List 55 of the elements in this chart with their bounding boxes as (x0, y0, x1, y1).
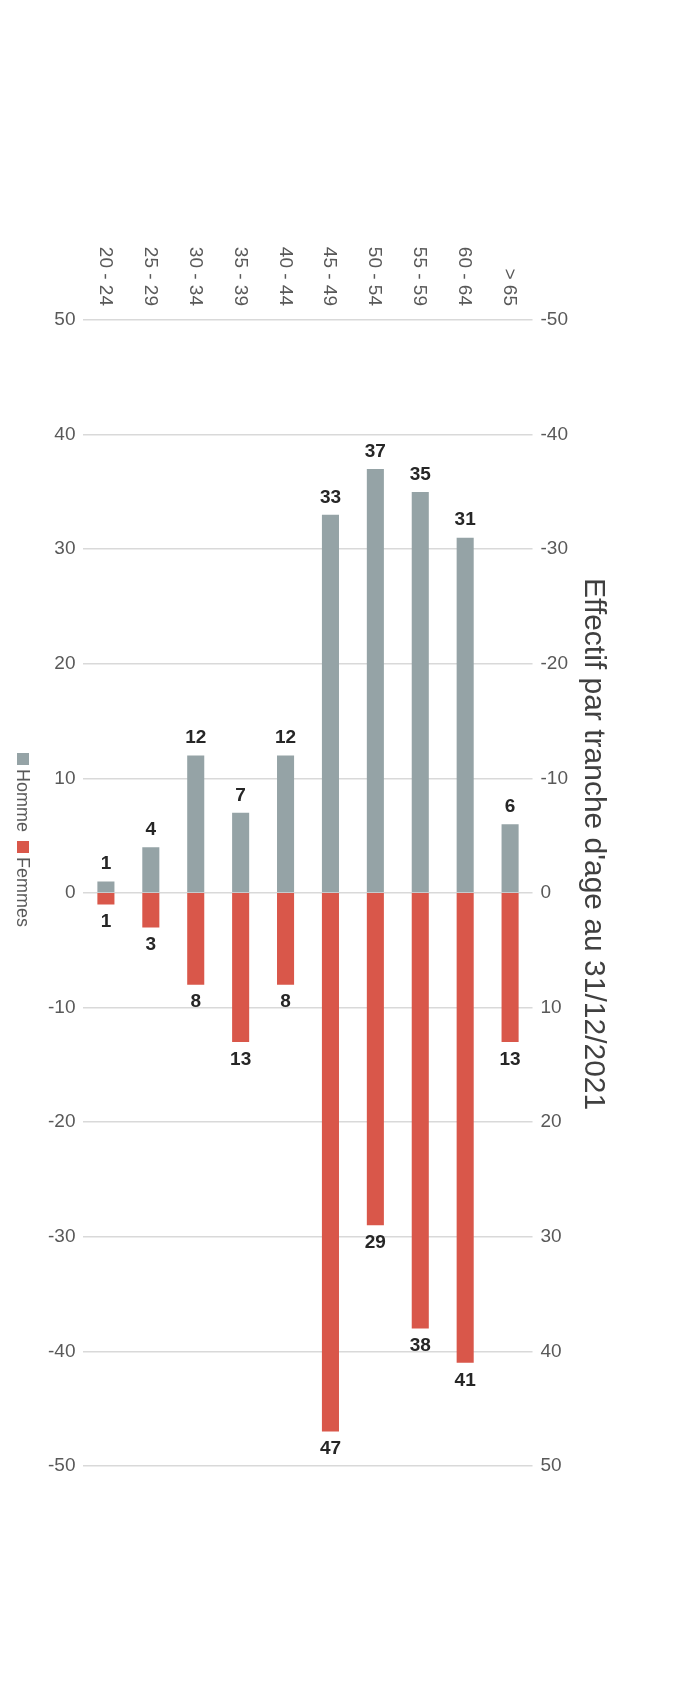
legend-label: Femmes (12, 856, 33, 927)
x-tick-label: 25 - 29 (139, 246, 162, 306)
data-label: 37 (364, 439, 386, 461)
y-tick-label: -50 (47, 1454, 76, 1476)
data-label: 41 (454, 1368, 477, 1390)
data-label: 13 (499, 1047, 521, 1069)
x-tick-label: 50 - 54 (364, 246, 387, 306)
y2-tick-label: -50 (540, 308, 569, 330)
data-label: 6 (504, 794, 516, 816)
data-label: 13 (230, 1047, 252, 1069)
y2-tick-label: 40 (540, 1339, 562, 1361)
y2-tick-label: -40 (540, 422, 569, 444)
y-tick-label: 0 (64, 881, 76, 903)
y2-tick-label: 0 (540, 881, 552, 903)
data-label: 12 (185, 726, 207, 748)
y-tick-label: -40 (47, 1339, 76, 1361)
y2-tick-label: -30 (540, 537, 569, 559)
data-label: 29 (364, 1231, 386, 1253)
y-tick-label: 40 (54, 422, 76, 444)
data-label: 33 (319, 485, 342, 507)
x-tick-label: 45 - 49 (319, 246, 342, 306)
text: Effectif par tranche d'age au 31/12/2021 (578, 576, 612, 1113)
y-tick-label: 20 (54, 652, 76, 674)
x-tick-label: 35 - 39 (229, 246, 252, 306)
y-tick-label: 30 (54, 537, 76, 559)
x-tick-label: 20 - 24 (94, 246, 117, 306)
data-label: 8 (280, 990, 291, 1012)
x-tick-label: 40 - 44 (274, 246, 297, 306)
y2-tick-label: -20 (540, 652, 569, 674)
y-tick-label: -10 (47, 995, 76, 1017)
x-tick-label: 60 - 64 (454, 246, 477, 306)
data-label: 7 (235, 783, 246, 805)
data-label: 1 (100, 910, 112, 932)
x-tick-label: > 65 (499, 268, 522, 306)
data-label: 3 (145, 933, 157, 955)
data-label: 12 (274, 726, 297, 748)
y-tick-label: 50 (54, 308, 76, 330)
data-label: 31 (454, 508, 477, 530)
data-label: 38 (409, 1334, 431, 1356)
y2-tick-label: 20 (540, 1110, 562, 1132)
data-label: 8 (190, 990, 202, 1012)
legend-label: Homme (12, 769, 33, 833)
data-label: 35 (409, 462, 432, 484)
y2-tick-label: 10 (540, 995, 562, 1017)
y2-tick-label: 30 (540, 1225, 562, 1247)
data-label: 4 (145, 817, 157, 839)
y-tick-label: 10 (54, 766, 76, 788)
y2-tick-label: -10 (540, 766, 569, 788)
x-tick-label: 55 - 59 (409, 246, 432, 306)
y2-tick-label: 50 (540, 1454, 562, 1476)
x-tick-label: 30 - 34 (184, 246, 207, 306)
data-label: 47 (319, 1437, 342, 1459)
y-tick-label: -30 (47, 1225, 76, 1247)
y-tick-label: -20 (47, 1110, 76, 1132)
data-label: 1 (100, 852, 112, 874)
